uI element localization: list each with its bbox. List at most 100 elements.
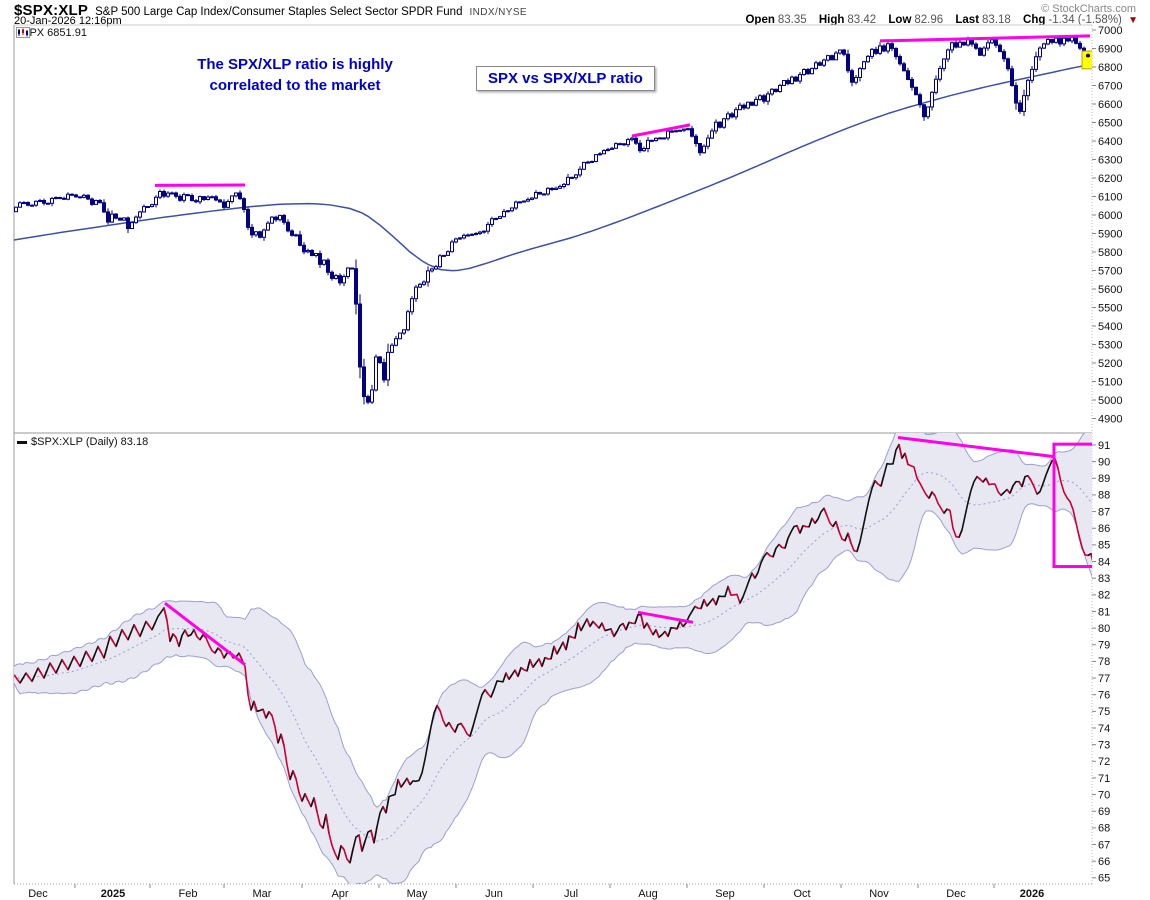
- svg-text:70: 70: [1098, 789, 1110, 801]
- svg-text:7000: 7000: [1098, 25, 1122, 37]
- low-label: Low: [888, 14, 912, 26]
- svg-text:6000: 6000: [1098, 210, 1122, 222]
- x-axis: Dec 2025 Feb Mar Apr May Jun Jul Aug Sep Oct Nov Dec…: [28, 884, 1044, 900]
- x-axis-label: May: [407, 888, 428, 900]
- svg-text:6400: 6400: [1098, 136, 1122, 148]
- svg-text:6800: 6800: [1098, 62, 1122, 74]
- svg-text:87: 87: [1098, 506, 1110, 518]
- x-axis-label: 2025: [101, 888, 125, 900]
- last-price-marker: [1081, 50, 1092, 70]
- svg-text:81: 81: [1098, 606, 1110, 618]
- svg-text:91: 91: [1098, 440, 1110, 452]
- note-line-1: The SPX/XLP ratio is highly: [197, 56, 393, 73]
- svg-text:5900: 5900: [1098, 228, 1122, 240]
- svg-text:6600: 6600: [1098, 99, 1122, 111]
- ratio-trendlines: [164, 436, 1055, 666]
- spx-panel: [14, 34, 1092, 405]
- header-title-row: $SPX:XLP S&P 500 Large Cap Index/Consume…: [14, 2, 1136, 19]
- spx-trendlines: [154, 34, 1091, 187]
- svg-text:6500: 6500: [1098, 117, 1122, 129]
- x-axis-label: Dec: [946, 888, 966, 900]
- ma-line: [14, 64, 1089, 272]
- svg-text:71: 71: [1098, 773, 1110, 785]
- x-axis-label: Apr: [331, 888, 348, 900]
- dropdown-arrow-icon[interactable]: ▼: [1128, 15, 1138, 26]
- x-axis-label: Aug: [638, 888, 658, 900]
- svg-text:72: 72: [1098, 756, 1110, 768]
- svg-text:73: 73: [1098, 739, 1110, 751]
- svg-text:83: 83: [1098, 573, 1110, 585]
- svg-text:5300: 5300: [1098, 339, 1122, 351]
- svg-text:79: 79: [1098, 640, 1110, 652]
- svg-text:5800: 5800: [1098, 247, 1122, 259]
- svg-text:4900: 4900: [1098, 413, 1122, 425]
- svg-text:75: 75: [1098, 706, 1110, 718]
- svg-text:5700: 5700: [1098, 265, 1122, 277]
- svg-text:5600: 5600: [1098, 284, 1122, 296]
- svg-text:68: 68: [1098, 823, 1110, 835]
- bollinger-lower-band: [14, 503, 1092, 884]
- svg-text:69: 69: [1098, 806, 1110, 818]
- quote-row: Open 83.35 High 83.42 Low 82.96 Last 83.18 C…: [736, 14, 1138, 26]
- datetime-label: 20-Jan-2026 12:16pm: [14, 15, 122, 27]
- low-value: 82.96: [914, 14, 944, 26]
- svg-text:78: 78: [1098, 656, 1110, 668]
- chg-value: -1.34 (-1.58%): [1048, 14, 1122, 26]
- svg-text:67: 67: [1098, 839, 1110, 851]
- x-axis-label: Mar: [253, 888, 272, 900]
- ratio-y-axis: 65 66 67 68 69 70 71 72 73 74 75 76 77 78 79 80 81 82 83 84…: [1092, 440, 1110, 885]
- x-axis-label: Dec: [28, 888, 48, 900]
- open-value: 83.35: [777, 14, 807, 26]
- ratio-line: [14, 443, 1092, 864]
- svg-text:76: 76: [1098, 690, 1110, 702]
- copyright-label: © StockCharts.com: [1041, 3, 1136, 15]
- high-label: High: [818, 14, 845, 26]
- open-label: Open: [745, 14, 775, 26]
- svg-text:84: 84: [1098, 556, 1110, 568]
- svg-text:85: 85: [1098, 540, 1110, 552]
- chg-label: Chg: [1023, 14, 1046, 26]
- svg-text:5500: 5500: [1098, 302, 1122, 314]
- svg-text:65: 65: [1098, 873, 1110, 885]
- last-value: 83.18: [982, 14, 1011, 26]
- line-dash-icon: [17, 440, 27, 444]
- high-value: 83.42: [847, 14, 877, 26]
- boxed-label-annotation: SPX vs SPX/XLP ratio: [476, 66, 655, 91]
- highlight-rect-annotation: [1052, 442, 1092, 569]
- x-axis-label: Jun: [485, 888, 503, 900]
- chart-type-icon: [16, 27, 30, 38]
- x-axis-label: Sep: [715, 888, 735, 900]
- svg-text:6700: 6700: [1098, 80, 1122, 92]
- note-line-2: correlated to the market: [209, 77, 381, 94]
- x-axis-label: Nov: [869, 888, 889, 900]
- svg-text:80: 80: [1098, 623, 1110, 635]
- svg-text:5400: 5400: [1098, 321, 1122, 333]
- trendline-annotation: [879, 34, 1091, 43]
- svg-text:82: 82: [1098, 590, 1110, 602]
- candles-layer: [14, 35, 1090, 405]
- x-axis-label: Jul: [564, 888, 578, 900]
- svg-text:86: 86: [1098, 523, 1110, 535]
- spx-legend: $SPX 6851.91: [16, 27, 87, 39]
- symbol-title: $SPX:XLP: [14, 2, 89, 19]
- svg-text:6300: 6300: [1098, 154, 1122, 166]
- svg-text:5200: 5200: [1098, 358, 1122, 370]
- svg-text:6200: 6200: [1098, 173, 1122, 185]
- x-axis-label: Feb: [179, 888, 198, 900]
- x-axis-label: 2026: [1020, 888, 1044, 900]
- ratio-legend-text: $SPX:XLP (Daily) 83.18: [31, 436, 149, 448]
- trendline-annotation: [637, 610, 694, 624]
- spx-legend-text: $SPX 6851.91: [16, 27, 87, 39]
- trendline-annotation: [897, 436, 1055, 459]
- svg-text:6900: 6900: [1098, 43, 1122, 55]
- svg-text:5100: 5100: [1098, 376, 1122, 388]
- trendline-annotation: [631, 123, 691, 138]
- svg-text:89: 89: [1098, 473, 1110, 485]
- svg-text:6100: 6100: [1098, 191, 1122, 203]
- x-axis-label: Oct: [793, 888, 810, 900]
- note-annotation: The SPX/XLP ratio is highly correlated t…: [170, 54, 420, 96]
- ratio-panel: [14, 433, 1092, 884]
- exchange-label: INDX/NYSE: [469, 7, 527, 18]
- svg-text:90: 90: [1098, 456, 1110, 468]
